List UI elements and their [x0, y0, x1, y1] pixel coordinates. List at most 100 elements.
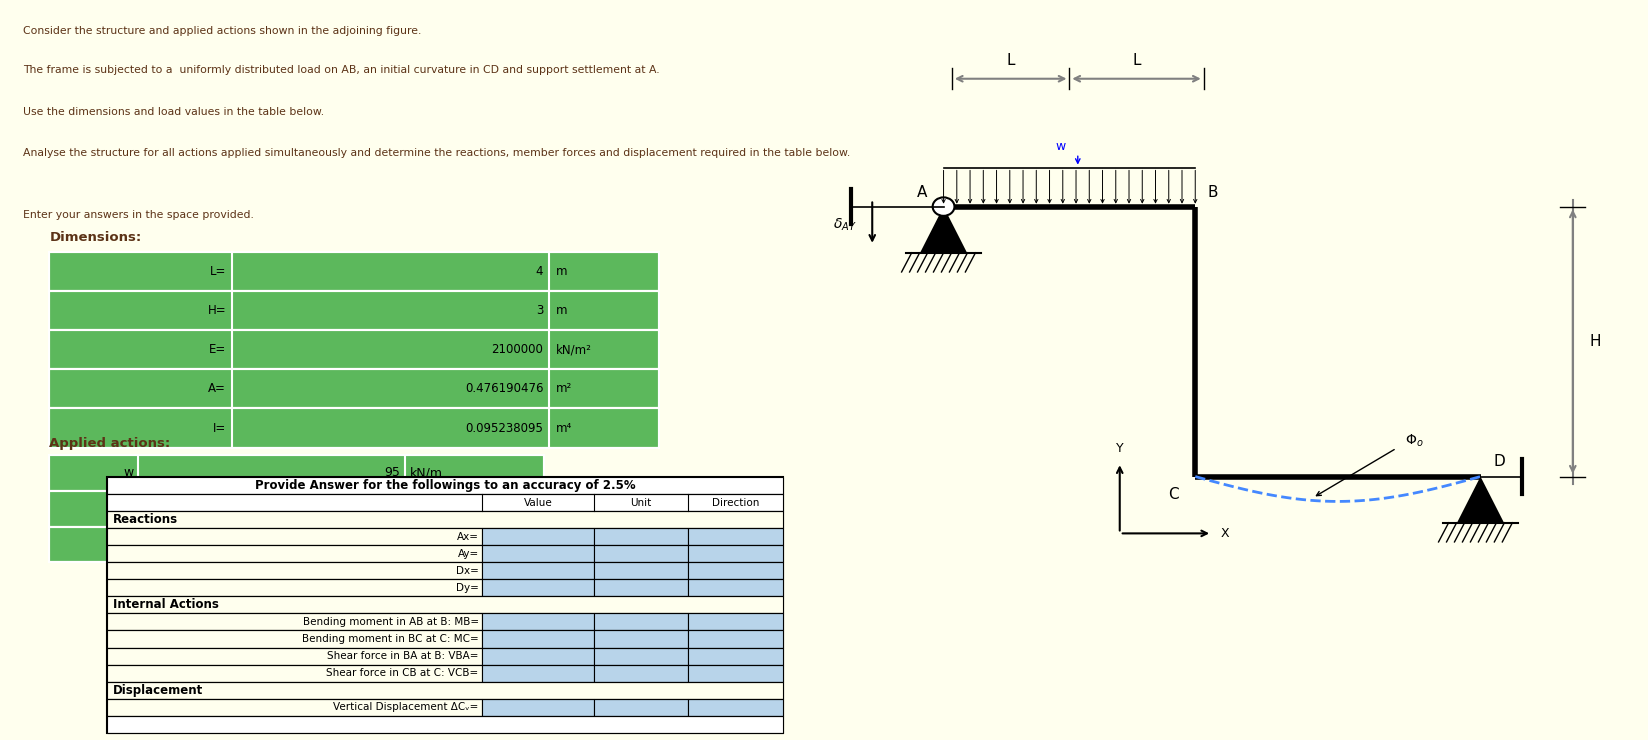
Text: m⁴: m⁴	[555, 422, 572, 434]
Bar	[107, 477, 783, 494]
Text: 2100000: 2100000	[491, 343, 544, 356]
Text: $\delta_{AY}$: $\delta_{AY}$	[834, 216, 857, 232]
Bar	[483, 665, 593, 682]
Bar	[689, 665, 783, 682]
Bar	[107, 511, 783, 528]
Text: m⁻¹: m⁻¹	[410, 502, 433, 515]
Text: The frame is subjected to a  uniformly distributed load on AB, an initial curvat: The frame is subjected to a uniformly di…	[23, 65, 661, 75]
Bar	[107, 545, 483, 562]
Text: B: B	[1208, 184, 1218, 200]
Bar	[689, 613, 783, 630]
Text: Ax=: Ax=	[456, 532, 478, 542]
Text: kN/m²: kN/m²	[555, 343, 592, 356]
Text: 4: 4	[536, 265, 544, 278]
Bar	[593, 648, 689, 665]
Text: L=: L=	[209, 265, 226, 278]
Bar	[689, 579, 783, 596]
Bar	[483, 545, 593, 562]
Bar	[483, 562, 593, 579]
Bar	[593, 699, 689, 716]
Bar	[483, 630, 593, 648]
Bar	[593, 579, 689, 596]
Bar	[107, 648, 483, 665]
Text: Analyse the structure for all actions applied simultaneously and determine the r: Analyse the structure for all actions ap…	[23, 148, 850, 158]
Text: A: A	[916, 184, 926, 200]
Text: H=: H=	[208, 304, 226, 317]
Text: 3: 3	[536, 304, 544, 317]
Text: Y: Y	[1116, 443, 1124, 455]
Bar	[689, 562, 783, 579]
Bar	[593, 528, 689, 545]
Text: Displacement: Displacement	[112, 684, 203, 696]
Text: m²: m²	[555, 383, 572, 395]
Text: w: w	[1056, 141, 1066, 153]
Bar	[107, 613, 483, 630]
Bar	[107, 494, 783, 511]
Bar	[689, 545, 783, 562]
Bar	[107, 699, 483, 716]
Text: X: X	[1221, 527, 1229, 540]
Text: Unit: Unit	[630, 498, 651, 508]
Text: Dx=: Dx=	[456, 566, 478, 576]
Bar	[593, 562, 689, 579]
Bar	[483, 699, 593, 716]
Polygon shape	[920, 206, 967, 253]
Text: D: D	[1493, 454, 1505, 469]
Text: I=: I=	[213, 422, 226, 434]
Text: 0.476190476: 0.476190476	[465, 383, 544, 395]
Bar	[483, 528, 593, 545]
Bar	[593, 630, 689, 648]
Text: Dy=: Dy=	[456, 583, 478, 593]
Text: Bending moment in AB at B: MB=: Bending moment in AB at B: MB=	[303, 617, 478, 627]
Text: 95: 95	[384, 466, 400, 480]
Text: Ay=: Ay=	[458, 549, 478, 559]
Bar	[593, 545, 689, 562]
Bar	[483, 613, 593, 630]
Text: m: m	[410, 538, 422, 551]
Bar	[107, 579, 483, 596]
Text: Provide Answer for the followings to an accuracy of 2.5%: Provide Answer for the followings to an …	[255, 480, 634, 492]
Bar	[107, 665, 483, 682]
Text: m: m	[555, 265, 567, 278]
Text: Vertical Displacement ΔCᵥ=: Vertical Displacement ΔCᵥ=	[333, 702, 478, 712]
Text: Shear force in CB at C: VCB=: Shear force in CB at C: VCB=	[326, 668, 478, 678]
Bar	[107, 596, 783, 613]
Text: m: m	[555, 304, 567, 317]
Circle shape	[933, 198, 954, 216]
Text: Reactions: Reactions	[112, 514, 178, 526]
Text: E=: E=	[209, 343, 226, 356]
Text: L: L	[1007, 53, 1015, 68]
Bar	[107, 528, 483, 545]
Text: $\Phi_o$: $\Phi_o$	[1406, 433, 1424, 449]
Bar	[107, 682, 783, 699]
Bar	[483, 579, 593, 596]
Text: H: H	[1590, 334, 1602, 349]
Bar	[689, 699, 783, 716]
Text: Applied actions:: Applied actions:	[49, 437, 171, 450]
Text: Bending moment in BC at C: MC=: Bending moment in BC at C: MC=	[302, 634, 478, 644]
Bar	[689, 648, 783, 665]
Text: Internal Actions: Internal Actions	[112, 599, 219, 611]
Text: Direction: Direction	[712, 498, 760, 508]
Text: Dimensions:: Dimensions:	[49, 231, 142, 243]
Bar	[107, 716, 783, 733]
Bar	[483, 648, 593, 665]
Text: kN/m: kN/m	[410, 466, 443, 480]
Bar	[593, 665, 689, 682]
Text: A=: A=	[208, 383, 226, 395]
Text: 0.00045: 0.00045	[349, 502, 400, 515]
Text: w: w	[124, 466, 133, 480]
Bar	[689, 630, 783, 648]
Text: 0.045: 0.045	[364, 538, 400, 551]
Bar	[689, 528, 783, 545]
Text: Consider the structure and applied actions shown in the adjoining figure.: Consider the structure and applied actio…	[23, 27, 422, 36]
Text: Use the dimensions and load values in the table below.: Use the dimensions and load values in th…	[23, 107, 325, 117]
Text: Enter your answers in the space provided.: Enter your answers in the space provided…	[23, 209, 254, 220]
Bar	[593, 613, 689, 630]
Text: C: C	[1168, 487, 1178, 502]
Text: Shear force in BA at B: VBA=: Shear force in BA at B: VBA=	[328, 651, 478, 661]
Text: L: L	[1132, 53, 1140, 68]
Polygon shape	[1457, 477, 1505, 522]
Bar	[107, 630, 483, 648]
Bar	[107, 562, 483, 579]
